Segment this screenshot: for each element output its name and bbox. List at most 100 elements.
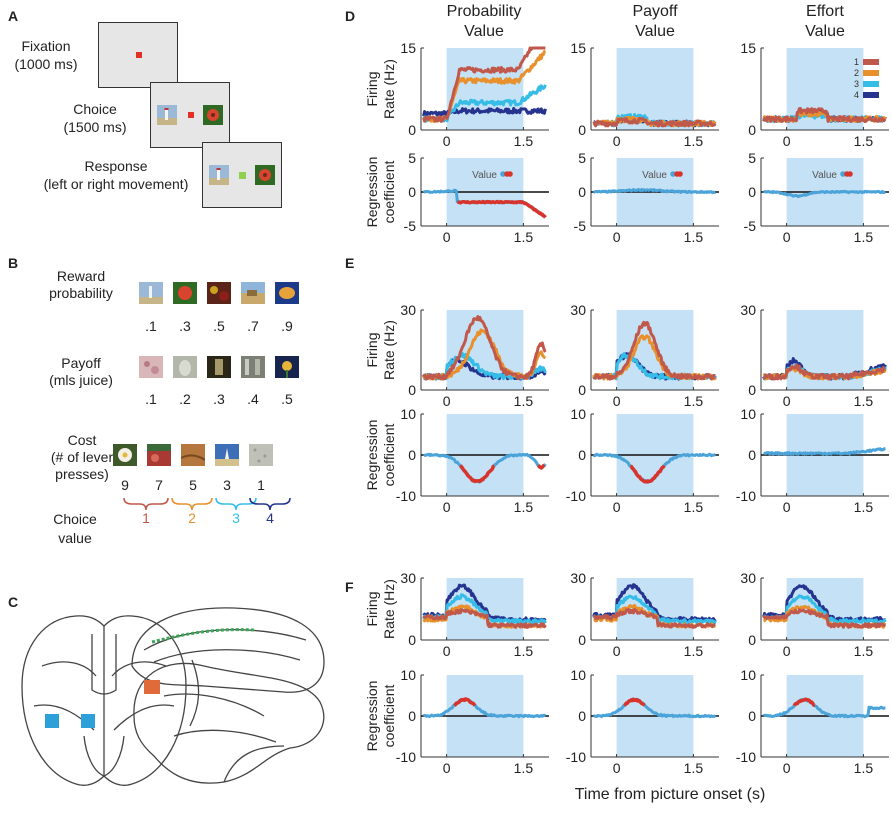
x-tick-label: 1.5 (514, 643, 534, 659)
medial-view (131, 607, 325, 784)
significant-segment (536, 463, 546, 470)
reward-label-l2: probability (49, 285, 113, 301)
x-tick-label: 0 (783, 760, 791, 776)
bracket-2 (171, 497, 213, 511)
fixation-title: Fixation (21, 38, 71, 54)
payoff-value: .2 (179, 391, 191, 407)
y-tick-label: 0 (408, 447, 416, 463)
y-tick-label: 30 (740, 570, 756, 586)
firing-rate-trace-1 (762, 608, 887, 629)
regression-legend-label: Value (642, 170, 667, 181)
legend-swatch (863, 92, 879, 98)
stimulus-photo (275, 356, 299, 378)
choice-value-brackets (123, 497, 291, 511)
legend-label: 2 (854, 68, 859, 78)
response-screen (202, 142, 282, 208)
x-tick-label: 1.5 (684, 393, 704, 409)
column-title-payoff: Payoff Value (585, 2, 725, 42)
regression-trace (762, 697, 886, 719)
column-title-payoff-l2: Value (635, 23, 675, 40)
y-tick-label: 10 (570, 406, 586, 422)
lighthouse-photo (157, 105, 177, 125)
x-tick-label: 1.5 (854, 499, 874, 515)
y-axis-label: Rate (Hz) (381, 59, 397, 119)
choice-value-1: 1 (142, 510, 150, 526)
y-axis-label: Rate (Hz) (381, 320, 397, 380)
choice-fixation-point (188, 112, 194, 118)
panel-label-c: C (8, 594, 19, 610)
legend-dot-nonsig (500, 171, 506, 177)
stimulus-photo (139, 356, 163, 378)
legend-label: 1 (854, 57, 859, 67)
bracket-1 (123, 497, 169, 511)
reward-value: .3 (179, 318, 191, 334)
x-tick-label: 1.5 (514, 393, 534, 409)
y-tick-label: 0 (748, 184, 756, 200)
column-title-probability-l2: Value (464, 23, 504, 40)
choice-value-l2: value (58, 530, 92, 546)
legend-dot-sig (507, 171, 513, 177)
cost-value: 5 (189, 477, 197, 493)
cingulate-recording-site (151, 628, 255, 644)
payoff-label-l2: (mls juice) (49, 372, 113, 388)
firing-rate-trace-1 (592, 608, 716, 629)
y-tick-label: 0 (578, 184, 586, 200)
y-tick-label: -10 (736, 749, 756, 765)
x-tick-label: 0 (613, 643, 621, 659)
x-tick-label: 0 (443, 133, 451, 149)
y-tick-label: 10 (570, 667, 586, 683)
regression-trace (763, 189, 887, 199)
y-tick-label: 10 (740, 667, 756, 683)
stimulus-photo (173, 356, 197, 378)
cost-value: 1 (257, 477, 265, 493)
x-tick-label: 1.5 (854, 393, 874, 409)
stimulus-photo (113, 444, 137, 466)
y-tick-label: 0 (578, 632, 586, 648)
x-tick-label: 0 (783, 393, 791, 409)
stimulus-photo (275, 282, 299, 304)
reward-probability-label: Reward probability (36, 268, 126, 302)
y-tick-label: 0 (578, 708, 586, 724)
x-tick-label: 1.5 (684, 229, 704, 245)
y-tick-label: 30 (740, 302, 756, 318)
y-axis-label: coefficient (381, 684, 397, 747)
y-tick-label: 0 (578, 382, 586, 398)
column-title-probability-l1: Probability (446, 3, 522, 20)
y-tick-label: 0 (408, 122, 416, 138)
choice-value-4: 4 (266, 510, 274, 526)
reward-value: .5 (213, 318, 225, 334)
stimulus-photo (207, 356, 231, 378)
stimulus-photo (173, 282, 197, 304)
y-axis-label: Regression (364, 420, 380, 491)
x-tick-label: 0 (443, 643, 451, 659)
panel-label-f: F (345, 579, 354, 595)
regression-trace (593, 697, 717, 719)
x-tick-label: 1.5 (854, 643, 874, 659)
choice-screen (150, 82, 230, 148)
cost-label-l3: presses) (55, 466, 109, 482)
y-axis-label: Firing (364, 71, 380, 106)
x-tick-label: 0 (783, 643, 791, 659)
stimulus-photo (249, 444, 273, 466)
choice-time: (1500 ms) (63, 119, 127, 135)
y-tick-label: -10 (396, 749, 416, 765)
x-tick-label: 0 (613, 133, 621, 149)
y-tick-label: -10 (396, 488, 416, 504)
y-tick-label: 0 (408, 632, 416, 648)
y-tick-label: 0 (408, 184, 416, 200)
significant-segment (623, 697, 646, 707)
fixation-time: (1000 ms) (14, 56, 78, 72)
fixation-point (136, 52, 142, 58)
y-tick-label: 10 (400, 406, 416, 422)
x-tick-label: 0 (613, 393, 621, 409)
regression-trace (762, 446, 886, 456)
response-detail: (left or right movement) (43, 176, 189, 192)
payoff-value: .1 (145, 391, 157, 407)
firing-rate-trace-1 (422, 315, 547, 381)
regression-trace (422, 697, 547, 719)
x-tick-label: 1.5 (684, 643, 704, 659)
choice-value-3: 3 (232, 510, 240, 526)
y-tick-label: 15 (740, 40, 756, 56)
response-title: Response (84, 158, 148, 174)
